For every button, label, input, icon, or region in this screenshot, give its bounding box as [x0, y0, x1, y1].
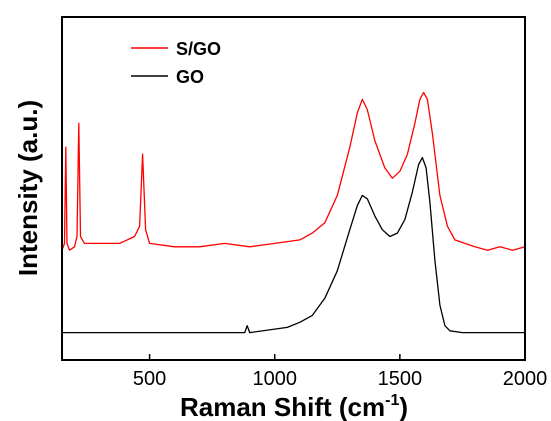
- series-line-s-go: [61, 91, 526, 251]
- x-axis-title-main: Raman Shift (cm: [180, 392, 385, 421]
- x-tick-label: 500: [133, 368, 166, 390]
- legend: S/GO GO: [131, 39, 221, 87]
- x-tick-label: 2000: [503, 368, 548, 390]
- y-axis-title: Intensity (a.u.): [13, 100, 43, 276]
- x-axis-title-suffix: ): [399, 392, 408, 421]
- x-axis-title-superscript: -1: [385, 392, 399, 409]
- legend-label: S/GO: [176, 39, 221, 59]
- x-ticks: 500 1000 1500 2000: [133, 354, 547, 390]
- x-axis-title: Raman Shift (cm-1): [180, 392, 408, 421]
- x-tick-label: 1500: [378, 368, 423, 390]
- legend-label: GO: [176, 67, 204, 87]
- plot-frame: [61, 16, 526, 361]
- x-tick-label: 1000: [252, 368, 297, 390]
- series-line-go: [62, 156, 525, 334]
- plot-lines: [61, 91, 526, 334]
